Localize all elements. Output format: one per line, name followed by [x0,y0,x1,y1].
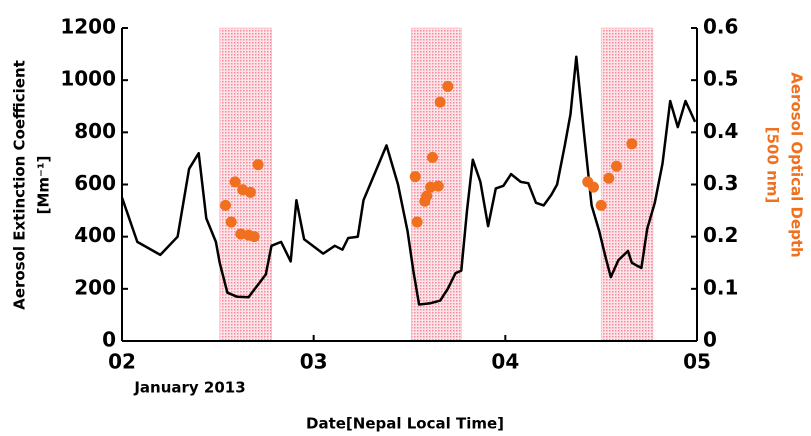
aod-point [434,96,446,108]
aod-point [421,190,433,202]
y-axis-label: Aerosol Extinction Coefficient [11,60,29,310]
aod-point [427,151,438,163]
y-tick-label: 1200 [60,15,116,39]
aod-point [603,172,615,184]
y2-tick-label: 0.3 [703,171,738,195]
y-tick-label: 800 [74,119,116,143]
x-axis-label: Date[Nepal Local Time] [306,415,504,433]
aod-point [252,159,264,171]
aod-point [248,231,260,243]
x-tick-label: 04 [491,350,519,374]
y2-tick-label: 0 [703,328,717,352]
aod-point [442,80,454,92]
aod-point [409,171,421,183]
x-tick-label: 05 [683,350,711,374]
aod-point [225,216,237,228]
shaded-region [219,27,272,342]
y2-tick-label: 0.6 [703,15,738,39]
x-tick-label: 02 [108,350,136,374]
shaded-region [600,27,654,342]
y-tick-label: 0 [102,328,116,352]
x-tick-label: 03 [300,350,328,374]
extinction-line [120,55,697,306]
y2-axis-units: [500 nm] [764,127,782,204]
y-tick-label: 400 [74,223,116,247]
aod-point [611,160,622,172]
aod-point [244,186,256,198]
y2-tick-label: 0.4 [703,119,738,143]
aod-point [588,181,599,193]
y-axis-units: [Mm⁻¹] [35,156,53,215]
aod-point [411,216,423,228]
y-tick-label: 1000 [60,67,116,91]
aod-point [626,138,638,150]
y2-tick-label: 0.1 [703,275,738,299]
y2-axis-label: Aerosol Optical Depth [788,72,806,257]
y-tick-label: 200 [74,275,116,299]
y2-tick-label: 0.5 [703,67,738,91]
aod-point [220,199,231,211]
aod-point [229,176,241,188]
y2-tick-label: 0.2 [703,223,738,247]
y-tick-label: 600 [74,171,116,195]
x-sublabel: January 2013 [133,379,245,397]
aod-point [432,180,444,192]
aod-point [595,199,607,211]
